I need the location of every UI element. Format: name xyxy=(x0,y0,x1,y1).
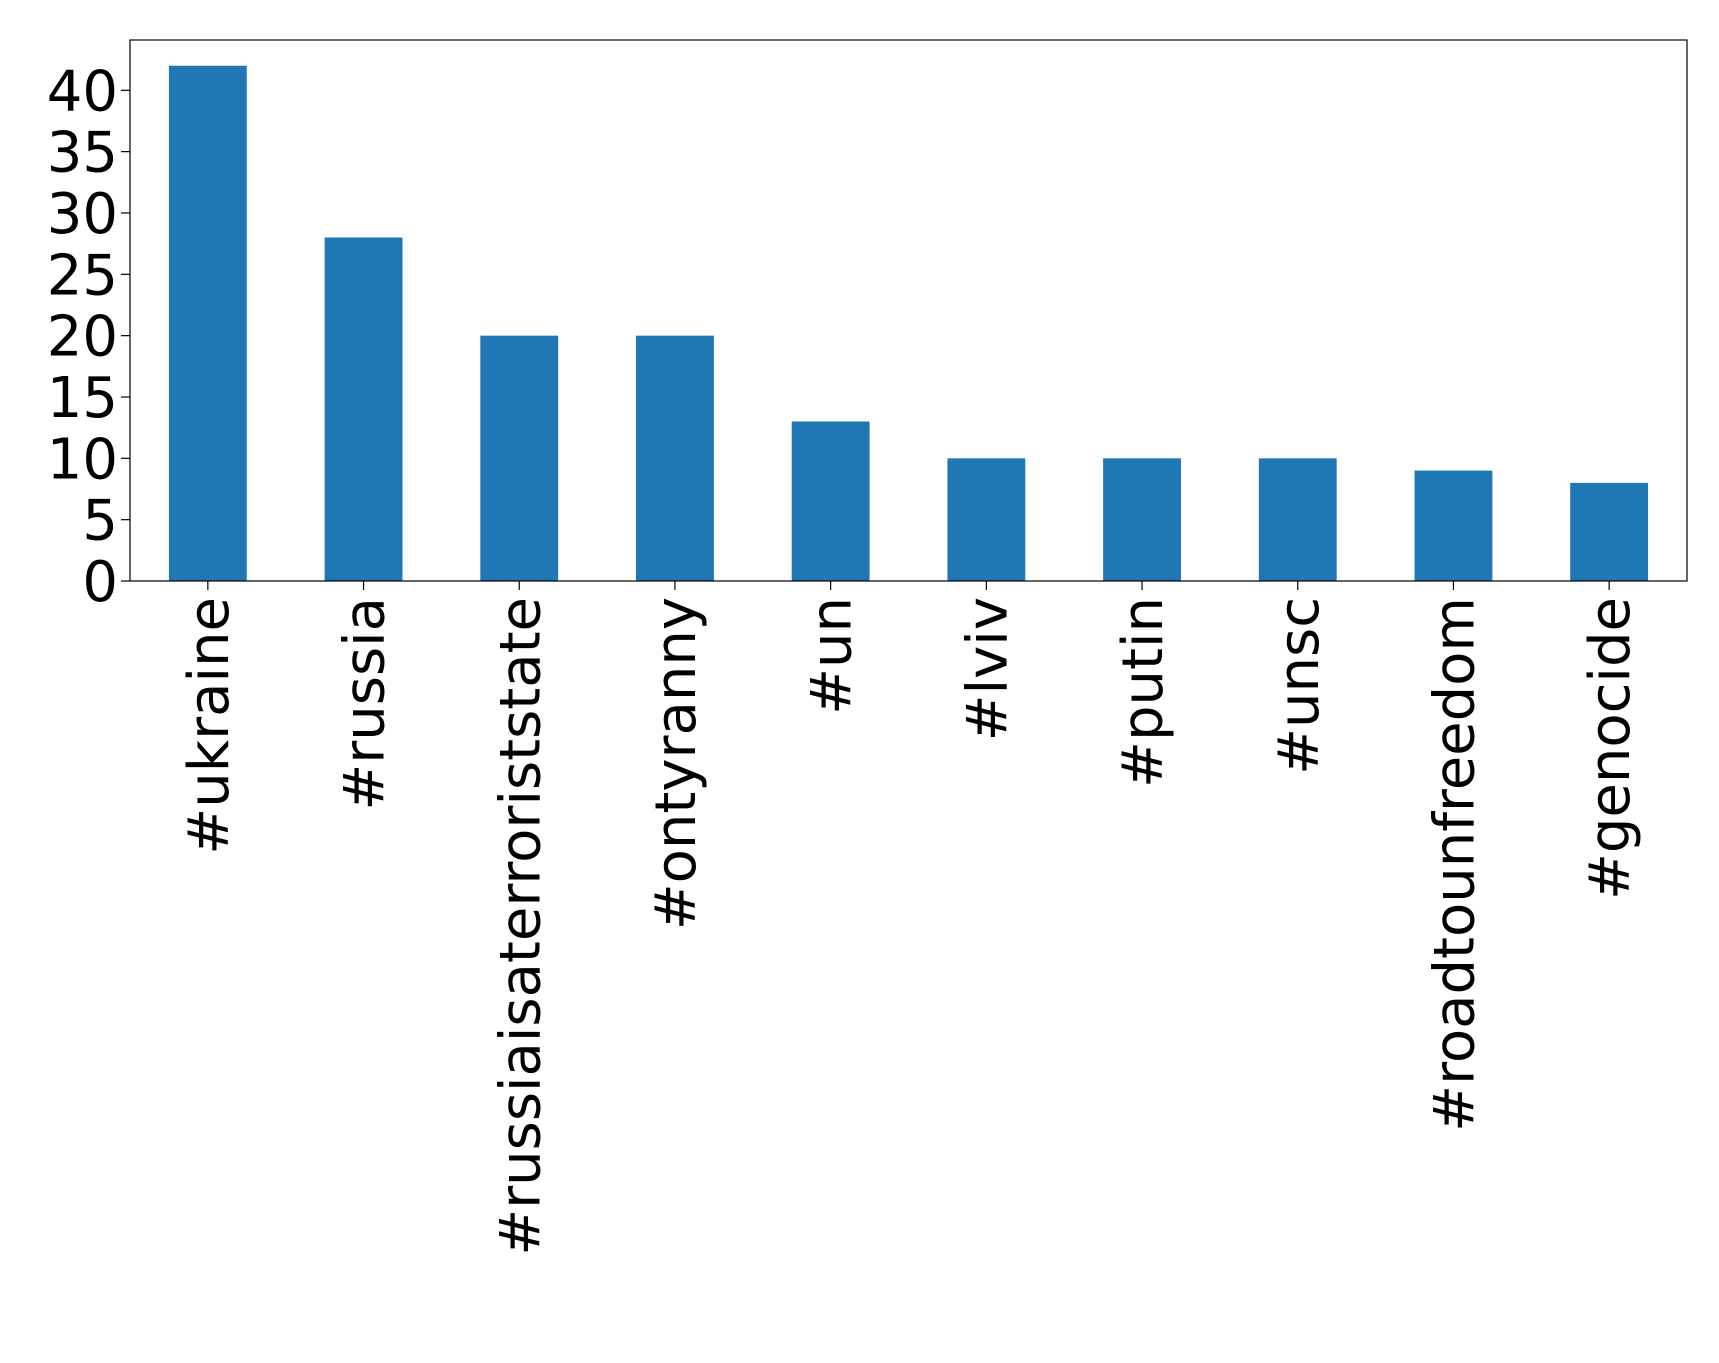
x-tick-label: #russiaisaterroriststate xyxy=(488,597,553,1256)
y-tick-label: 30 xyxy=(47,182,118,247)
y-tick-label: 0 xyxy=(82,550,118,615)
x-tick-label: #unsc xyxy=(1267,597,1332,775)
y-tick-label: 15 xyxy=(47,366,118,431)
x-tick-label: #putin xyxy=(1111,597,1176,788)
bar xyxy=(791,421,870,581)
bar xyxy=(480,335,559,581)
bar xyxy=(168,65,247,581)
x-tick-label: #un xyxy=(800,597,865,715)
bar xyxy=(947,458,1026,581)
bar xyxy=(1103,458,1181,581)
y-tick-label: 35 xyxy=(47,121,118,186)
bar xyxy=(324,237,403,581)
axes-frame xyxy=(129,39,1688,582)
y-tick-label: 10 xyxy=(47,427,118,492)
y-tick-label: 20 xyxy=(47,305,118,370)
bar xyxy=(1414,470,1493,581)
x-tick-label: #roadtounfreedom xyxy=(1422,597,1487,1132)
x-tick-label: #ontyranny xyxy=(644,597,709,930)
x-tick-label: #russia xyxy=(333,597,398,811)
y-tick-label: 25 xyxy=(47,243,118,308)
x-tick-label: #ukraine xyxy=(177,597,242,855)
x-tick-label: #genocide xyxy=(1578,597,1643,900)
bar xyxy=(636,335,714,581)
y-tick-label: 5 xyxy=(82,489,118,554)
y-tick-label: 40 xyxy=(47,59,118,124)
x-tick-label: #lviv xyxy=(955,597,1020,741)
bar xyxy=(1258,458,1337,581)
bar xyxy=(1570,482,1649,581)
